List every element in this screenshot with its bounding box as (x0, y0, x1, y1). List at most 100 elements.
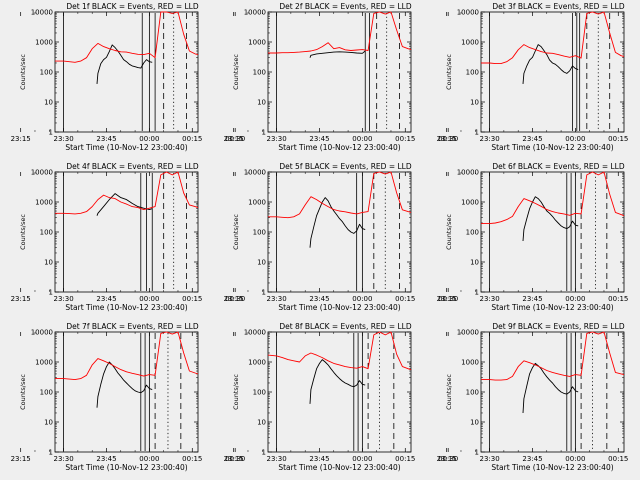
plot-frame (480, 11, 625, 133)
y-axis-label: Counts/sec (445, 214, 453, 250)
x-tick-label: 23:15 (437, 135, 457, 143)
x-tick-label: 23:45 (96, 135, 116, 143)
x-axis-label: Start Time (10-Nov-12 23:00:40) (278, 463, 400, 472)
x-tick-label: 23:30 (479, 455, 499, 463)
x-tick-label: 00:30 (225, 135, 245, 143)
series-lld (55, 331, 199, 381)
panel-title: Det 9f BLACK = Events, RED = LLD (492, 322, 625, 331)
series-events (522, 196, 579, 242)
x-tick-label: 23:15 (224, 135, 244, 143)
y-tick-label: 1 (49, 129, 53, 137)
x-tick-label: 00:15 (395, 135, 415, 143)
x-tick-label: 00:00 (565, 135, 585, 143)
panel-title: Det 5f BLACK = Events, RED = LLD (279, 162, 412, 171)
plot-frame (267, 171, 412, 293)
x-tick-label: 23:45 (96, 295, 116, 303)
x-tick-label: 00:15 (395, 455, 415, 463)
x-tick-label: 23:30 (53, 455, 73, 463)
x-tick-label: 23:15 (437, 455, 457, 463)
y-tick-label: 10 (44, 419, 53, 427)
x-tick-label: 23:45 (309, 135, 329, 143)
y-tick-label: 10000 (457, 329, 479, 337)
y-tick-label: 1 (475, 289, 479, 297)
panel-title: Det 1f BLACK = Events, RED = LLD (66, 2, 199, 11)
x-tick-label: 00:00 (352, 455, 372, 463)
series-events (309, 50, 366, 58)
plot-frame (54, 11, 199, 133)
y-tick-label: 1000 (35, 359, 53, 367)
series-events (96, 193, 153, 216)
y-tick-label: 1 (49, 289, 53, 297)
panel-title: Det 8f BLACK = Events, RED = LLD (279, 322, 412, 331)
y-tick-label: 10 (257, 419, 266, 427)
y-tick-label: 10 (44, 259, 53, 267)
x-tick-label: 23:45 (309, 455, 329, 463)
series-lld (481, 11, 625, 65)
x-tick-label: 00:30 (438, 295, 458, 303)
y-tick-label: 1000 (461, 359, 479, 367)
x-tick-label: 23:15 (224, 455, 244, 463)
panel-title: Det 4f BLACK = Events, RED = LLD (66, 162, 199, 171)
x-tick-label: 00:00 (352, 295, 372, 303)
plot-frame (480, 331, 625, 453)
x-tick-label: 00:15 (182, 455, 202, 463)
x-axis-label: Start Time (10-Nov-12 23:00:40) (278, 303, 400, 312)
x-tick-label: 23:30 (479, 295, 499, 303)
x-axis-label: Start Time (10-Nov-12 23:00:40) (491, 463, 613, 472)
x-tick-label: 23:15 (224, 295, 244, 303)
y-tick-label: 1000 (248, 199, 266, 207)
x-tick-label: 00:15 (395, 295, 415, 303)
y-tick-label: 10 (470, 259, 479, 267)
plot-frame (54, 331, 199, 453)
y-tick-label: 1 (262, 449, 266, 457)
series-lld (481, 331, 625, 381)
series-lld (481, 171, 625, 225)
y-tick-label: 10000 (244, 329, 266, 337)
panel-det-9: Det 9f BLACK = Events, RED = LLD 1 10 100 10… (437, 322, 629, 472)
y-tick-label: 10000 (31, 329, 53, 337)
x-tick-label: 23:30 (266, 135, 286, 143)
y-axis-label: Counts/sec (445, 54, 453, 90)
x-tick-label: 23:45 (309, 295, 329, 303)
plot-frame (480, 171, 625, 293)
series-events (96, 44, 153, 84)
y-tick-label: 10000 (31, 9, 53, 17)
series-lld (268, 171, 412, 219)
x-tick-label: 00:15 (608, 135, 628, 143)
y-tick-label: 100 (466, 389, 479, 397)
series-events (309, 359, 366, 404)
y-tick-label: 100 (40, 229, 53, 237)
y-tick-label: 1000 (461, 39, 479, 47)
y-tick-label: 100 (253, 69, 266, 77)
series-lld (55, 11, 199, 63)
y-tick-label: 1 (475, 449, 479, 457)
y-tick-label: 1000 (461, 199, 479, 207)
x-axis-label: Start Time (10-Nov-12 23:00:40) (491, 303, 613, 312)
panel-title: Det 3f BLACK = Events, RED = LLD (492, 2, 625, 11)
x-tick-label: 00:30 (438, 135, 458, 143)
panel-title: Det 7f BLACK = Events, RED = LLD (66, 322, 199, 331)
y-tick-label: 10 (470, 99, 479, 107)
x-tick-label: 23:45 (522, 295, 542, 303)
y-tick-label: 10000 (457, 169, 479, 177)
y-tick-label: 1 (49, 449, 53, 457)
x-tick-label: 23:15 (11, 455, 31, 463)
panel-det-4: Det 4f BLACK = Events, RED = LLD 1 10 100 10… (11, 162, 246, 312)
y-tick-label: 100 (253, 389, 266, 397)
y-tick-label: 1000 (248, 39, 266, 47)
series-lld (55, 171, 199, 215)
y-tick-label: 10 (470, 419, 479, 427)
y-tick-label: 1000 (35, 39, 53, 47)
y-tick-label: 10 (257, 259, 266, 267)
x-tick-label: 23:15 (11, 295, 31, 303)
y-tick-label: 1 (475, 129, 479, 137)
y-tick-label: 100 (253, 229, 266, 237)
panel-det-6: Det 6f BLACK = Events, RED = LLD 1 10 100 10… (437, 162, 629, 312)
y-axis-label: Counts/sec (19, 214, 27, 250)
panel-det-8: Det 8f BLACK = Events, RED = LLD 1 10 100 10… (224, 322, 459, 472)
y-tick-label: 10 (257, 99, 266, 107)
x-tick-label: 23:45 (522, 135, 542, 143)
x-tick-label: 00:15 (182, 295, 202, 303)
y-tick-label: 10 (44, 99, 53, 107)
panel-det-3: Det 3f BLACK = Events, RED = LLD 1 10 100 10… (437, 2, 629, 152)
